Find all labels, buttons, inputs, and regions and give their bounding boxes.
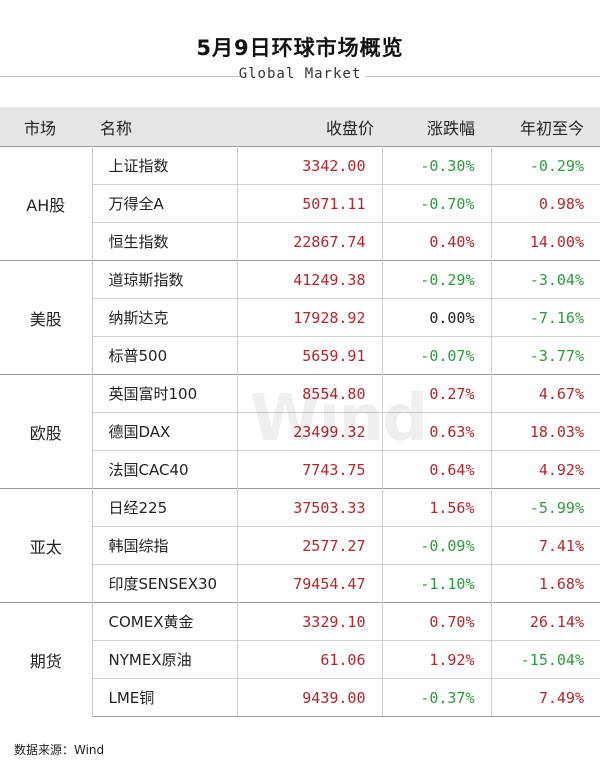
change-pct-cell: 0.00% [382,298,492,337]
table-row: 万得全A 5071.11 -0.70% 0.98% [0,184,600,223]
table-row: NYMEX原油 61.06 1.92% -15.04% [0,640,600,679]
close-price-cell: 5659.91 [237,336,383,375]
index-name-cell: LME铜 [92,678,238,717]
change-pct-cell: -1.10% [382,564,492,603]
close-price-cell: 5071.11 [237,184,383,223]
change-pct-cell: -0.70% [382,184,492,223]
change-pct-cell: 0.27% [382,374,492,413]
market-group-label: 美股 [0,260,93,375]
table-row: 标普500 5659.91 -0.07% -3.77% [0,336,600,375]
table-row: 美股 道琼斯指数 41249.38 -0.29% -3.04% [0,260,600,375]
close-price-cell: 2577.27 [237,526,383,565]
ytd-pct-cell: 7.49% [491,678,600,717]
table-row: 期货 COMEX黄金 3329.10 0.70% 26.14% [0,602,600,717]
ytd-pct-cell: -7.16% [491,298,600,337]
column-header-close: 收盘价 [237,107,382,147]
change-pct-cell: -0.09% [382,526,492,565]
column-header-ytd: 年初至今 [491,107,600,147]
table-row: 欧股 英国富时100 8554.80 0.27% 4.67% [0,374,600,489]
index-name-cell: 德国DAX [92,412,238,451]
ytd-pct-cell: -0.29% [491,146,600,185]
table-row: 纳斯达克 17928.92 0.00% -7.16% [0,298,600,337]
change-pct-cell: 0.70% [382,602,492,641]
index-name-cell: 法国CAC40 [92,450,238,489]
ytd-pct-cell: 0.98% [491,184,600,223]
table-row: 亚太 日经225 37503.33 1.56% -5.99% [0,488,600,603]
change-pct-cell: 0.64% [382,450,492,489]
table-row: 恒生指数 22867.74 0.40% 14.00% [0,222,600,261]
close-price-cell: 61.06 [237,640,383,679]
change-pct-cell: 0.40% [382,222,492,261]
change-pct-cell: -0.07% [382,336,492,375]
close-price-cell: 7743.75 [237,450,383,489]
ytd-pct-cell: -15.04% [491,640,600,679]
ytd-pct-cell: 26.14% [491,602,600,641]
title-rule-left [0,76,240,77]
change-pct-cell: -0.29% [382,260,492,299]
index-name-cell: 恒生指数 [92,222,238,261]
index-name-cell: NYMEX原油 [92,640,238,679]
index-name-cell: 韩国综指 [92,526,238,565]
change-pct-cell: -0.30% [382,146,492,185]
close-price-cell: 3342.00 [237,146,383,185]
close-price-cell: 79454.47 [237,564,383,603]
close-price-cell: 9439.00 [237,678,383,717]
ytd-pct-cell: 4.92% [491,450,600,489]
ytd-pct-cell: 18.03% [491,412,600,451]
change-pct-cell: 0.63% [382,412,492,451]
market-group-label: 亚太 [0,488,93,603]
market-table: 市场 名称 收盘价 涨跌幅 年初至今 AH股 上证指数 3342.00 -0.30% -… [0,107,600,717]
table-body: AH股 上证指数 3342.00 -0.30% -0.29% 万得全A 5071.11 -0.… [0,146,600,717]
ytd-pct-cell: 1.68% [491,564,600,603]
index-name-cell: 日经225 [92,488,238,527]
index-name-cell: 纳斯达克 [92,298,238,337]
data-source-note: 数据来源：Wind [14,743,105,757]
index-name-cell: 万得全A [92,184,238,223]
page-subtitle: Global Market [238,66,362,82]
ytd-pct-cell: -3.77% [491,336,600,375]
index-name-cell: 英国富时100 [92,374,238,413]
table-row: 韩国综指 2577.27 -0.09% 7.41% [0,526,600,565]
close-price-cell: 3329.10 [237,602,383,641]
index-name-cell: COMEX黄金 [92,602,238,641]
market-group-label: 欧股 [0,374,93,489]
column-header-market: 市场 [0,107,92,147]
table-row: LME铜 9439.00 -0.37% 7.49% [0,678,600,717]
ytd-pct-cell: -3.04% [491,260,600,299]
table-row: 法国CAC40 7743.75 0.64% 4.92% [0,450,600,489]
change-pct-cell: 1.92% [382,640,492,679]
change-pct-cell: 1.56% [382,488,492,527]
index-name-cell: 标普500 [92,336,238,375]
table-row: AH股 上证指数 3342.00 -0.30% -0.29% [0,146,600,261]
column-header-name: 名称 [92,107,237,147]
close-price-cell: 37503.33 [237,488,383,527]
market-group-label: AH股 [0,146,93,261]
ytd-pct-cell: 7.41% [491,526,600,565]
table-row: 德国DAX 23499.32 0.63% 18.03% [0,412,600,451]
page-title: 5月9日环球市场概览 [196,36,404,60]
close-price-cell: 8554.80 [237,374,383,413]
index-name-cell: 道琼斯指数 [92,260,238,299]
ytd-pct-cell: 14.00% [491,222,600,261]
watermark: Wind [250,382,428,456]
index-name-cell: 印度SENSEX30 [92,564,238,603]
ytd-pct-cell: -5.99% [491,488,600,527]
title-rule-right [366,76,600,77]
market-group-label: 期货 [0,602,93,717]
table-row: 印度SENSEX30 79454.47 -1.10% 1.68% [0,564,600,603]
change-pct-cell: -0.37% [382,678,492,717]
close-price-cell: 22867.74 [237,222,383,261]
market-table-wrapper: 市场 名称 收盘价 涨跌幅 年初至今 AH股 上证指数 3342.00 -0.30% -… [0,107,600,717]
index-name-cell: 上证指数 [92,146,238,185]
close-price-cell: 23499.32 [237,412,383,451]
table-header-row: 市场 名称 收盘价 涨跌幅 年初至今 [0,107,600,147]
close-price-cell: 41249.38 [237,260,383,299]
close-price-cell: 17928.92 [237,298,383,337]
ytd-pct-cell: 4.67% [491,374,600,413]
column-header-change: 涨跌幅 [382,107,491,147]
